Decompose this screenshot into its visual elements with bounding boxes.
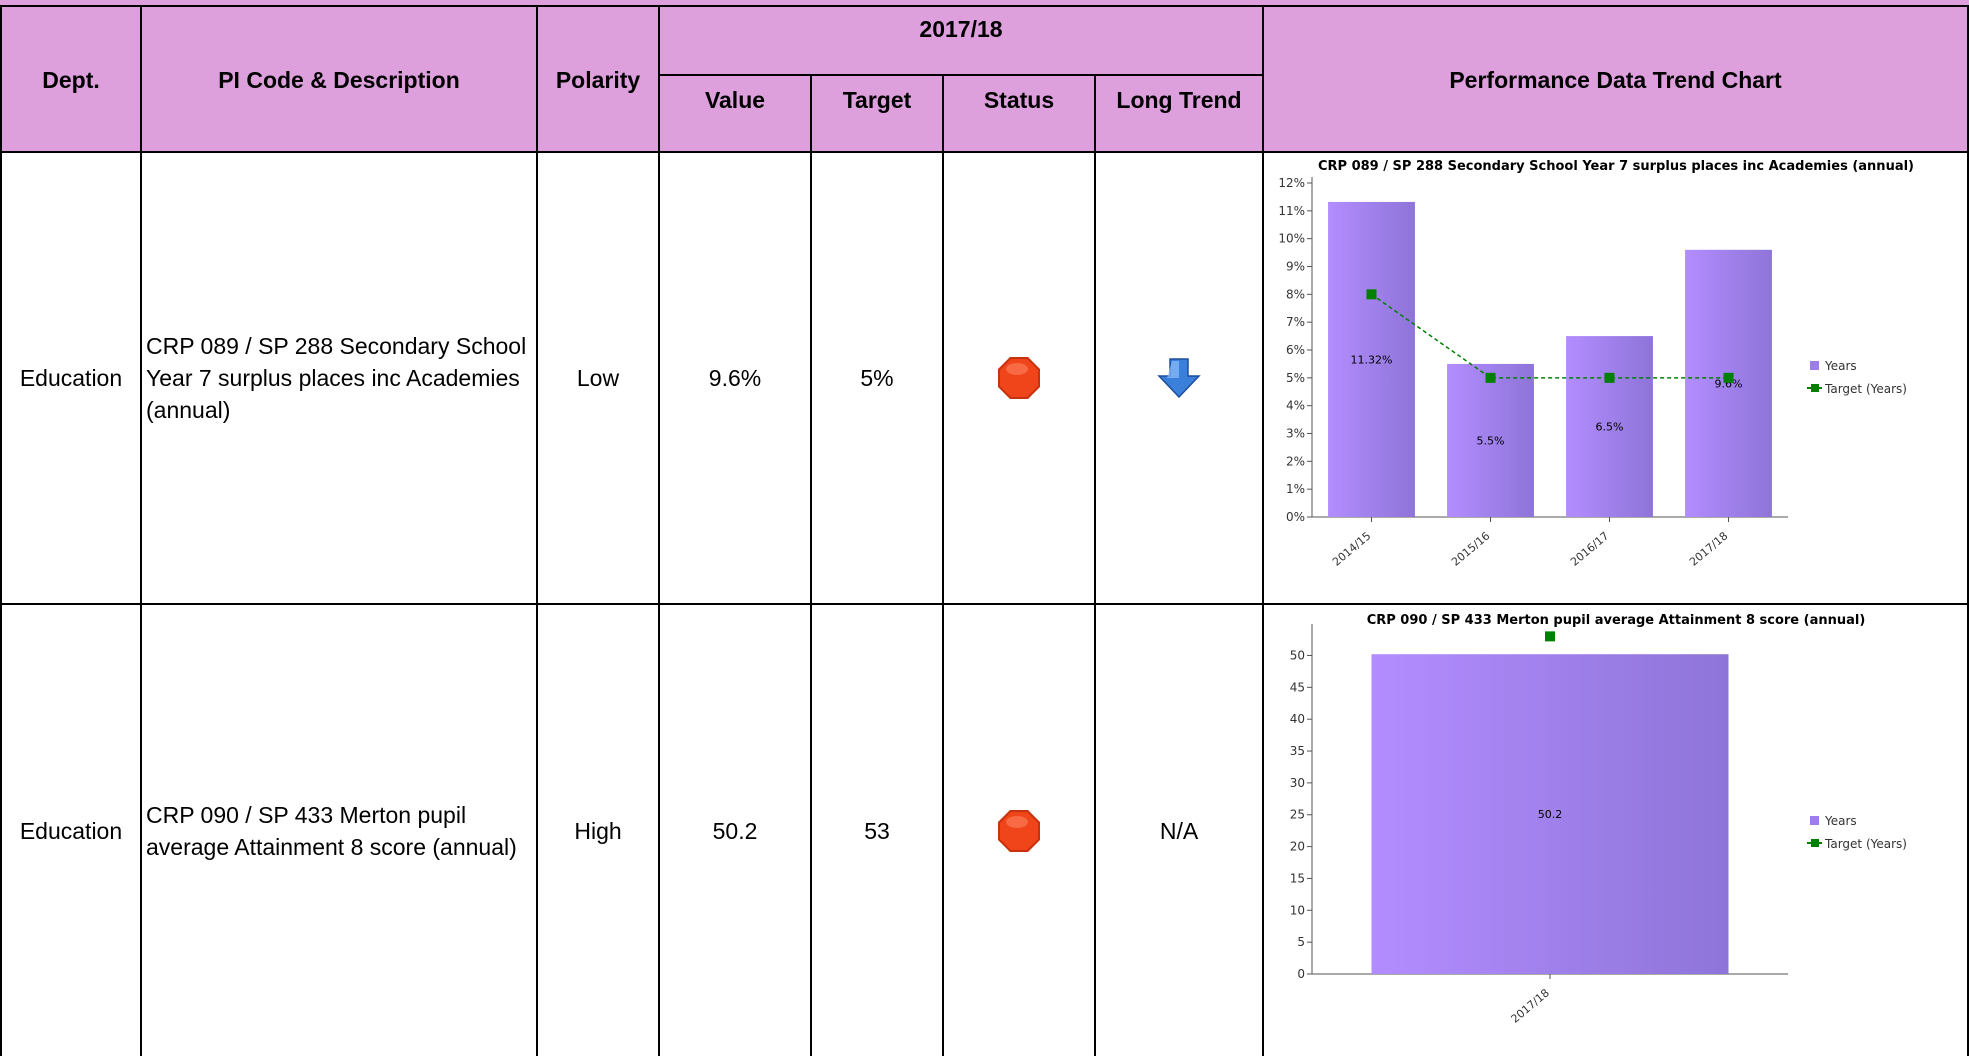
data-label: 5.5% [1477,434,1505,447]
y-tick-label: 0 [1297,967,1305,981]
y-tick-label: 1% [1286,482,1305,496]
bar [1447,363,1534,517]
bar [1685,249,1772,518]
header-dept: Dept. [42,66,100,93]
row2-dept: Education [19,817,123,844]
y-tick-label: 5 [1297,935,1305,949]
target-marker [1723,372,1734,383]
blue-down-arrow-icon [1157,358,1201,398]
y-tick-label: 4% [1286,399,1305,413]
trend-chart-crp089: CRP 089 / SP 288 Secondary School Year 7… [1278,159,1914,569]
row1-dept: Education [19,364,123,391]
chart-title: CRP 090 / SP 433 Merton pupil average At… [1367,613,1866,628]
row1-target: 5% [860,364,894,391]
y-tick-label: 15 [1290,871,1305,885]
row2-long-trend: N/A [1159,817,1199,844]
legend-label: Target (Years) [1824,382,1907,396]
y-tick-label: 2% [1286,454,1305,468]
header-polarity: Polarity [555,66,641,93]
table-divider [660,74,1264,76]
y-tick-label: 30 [1290,776,1305,790]
target-line [1371,293,1729,379]
data-label: 9.6% [1715,377,1743,390]
row1-polarity: Low [576,364,620,391]
table-divider [810,74,812,1056]
red-octagon-stop-icon [998,810,1040,852]
table-divider [0,151,1969,153]
y-tick-label: 12% [1278,176,1305,190]
header-chart: Performance Data Trend Chart [1449,66,1782,93]
table-border [0,5,2,1056]
header-row [0,0,1969,152]
x-tick-label: 2017/18 [1687,529,1730,568]
data-label: 11.32% [1351,353,1393,366]
y-tick-label: 25 [1290,808,1305,822]
y-tick-label: 10 [1290,903,1305,917]
y-tick-label: 10% [1278,232,1305,246]
table-border [1967,5,1969,1056]
row1-status [944,154,1094,602]
y-tick-label: 3% [1286,427,1305,441]
x-tick-label: 2014/15 [1330,529,1373,568]
table-divider [536,5,538,1056]
table-divider [1094,74,1096,1056]
table-border [0,5,1969,7]
row1-description: CRP 089 / SP 288 Secondary School Year 7… [146,333,527,423]
y-tick-label: 20 [1290,840,1305,854]
data-label: 50.2 [1538,808,1563,821]
legend-label: Years [1824,814,1857,828]
table-divider [658,5,660,1056]
data-label: 6.5% [1596,421,1624,434]
bar [1566,336,1653,517]
red-octagon-stop-icon [998,357,1040,399]
y-tick-label: 40 [1290,712,1305,726]
header-value: Value [704,86,766,113]
table-divider [0,603,1969,605]
row2-value: 50.2 [712,817,758,844]
trend-chart-crp090: CRP 090 / SP 433 Merton pupil average At… [1290,613,1907,1026]
row2-polarity: High [574,817,622,844]
x-tick-label: 2017/18 [1509,986,1552,1025]
bar [1328,201,1415,517]
header-status: Status [983,86,1055,113]
target-marker [1545,631,1555,642]
y-tick-label: 9% [1286,260,1305,274]
y-tick-label: 45 [1290,680,1305,694]
legend-swatch-marker [1811,839,1819,847]
target-marker [1485,372,1496,383]
header-target: Target [842,86,912,113]
legend-swatch-bar [1810,361,1819,370]
table-divider [942,74,944,1056]
row2-status [944,606,1094,1056]
y-tick-label: 0% [1286,510,1305,524]
y-tick-label: 6% [1286,343,1305,357]
row1-long-trend [1096,154,1262,602]
chart-title: CRP 089 / SP 288 Secondary School Year 7… [1318,159,1914,174]
y-tick-label: 11% [1278,204,1305,218]
y-tick-label: 35 [1290,744,1305,758]
table-divider [1262,5,1264,1056]
row2-target: 53 [864,817,890,844]
bar [1371,654,1729,974]
target-marker [1604,372,1615,383]
y-tick-label: 8% [1286,287,1305,301]
x-tick-label: 2016/17 [1568,529,1611,568]
table-divider [140,5,142,1056]
legend-swatch-marker [1811,384,1819,392]
header-period: 2017/18 [919,15,1003,42]
header-long-trend: Long Trend [1116,86,1242,113]
row2-description: CRP 090 / SP 433 Merton pupil average At… [146,802,517,860]
y-tick-label: 5% [1286,371,1305,385]
legend-label: Target (Years) [1824,837,1907,851]
y-tick-label: 50 [1290,648,1305,662]
legend-swatch-bar [1810,816,1819,825]
row1-value: 9.6% [708,364,762,391]
header-pi-code: PI Code & Description [218,66,460,93]
x-tick-label: 2015/16 [1449,529,1492,568]
y-tick-label: 7% [1286,315,1305,329]
target-marker [1366,289,1377,300]
legend-label: Years [1824,359,1857,373]
